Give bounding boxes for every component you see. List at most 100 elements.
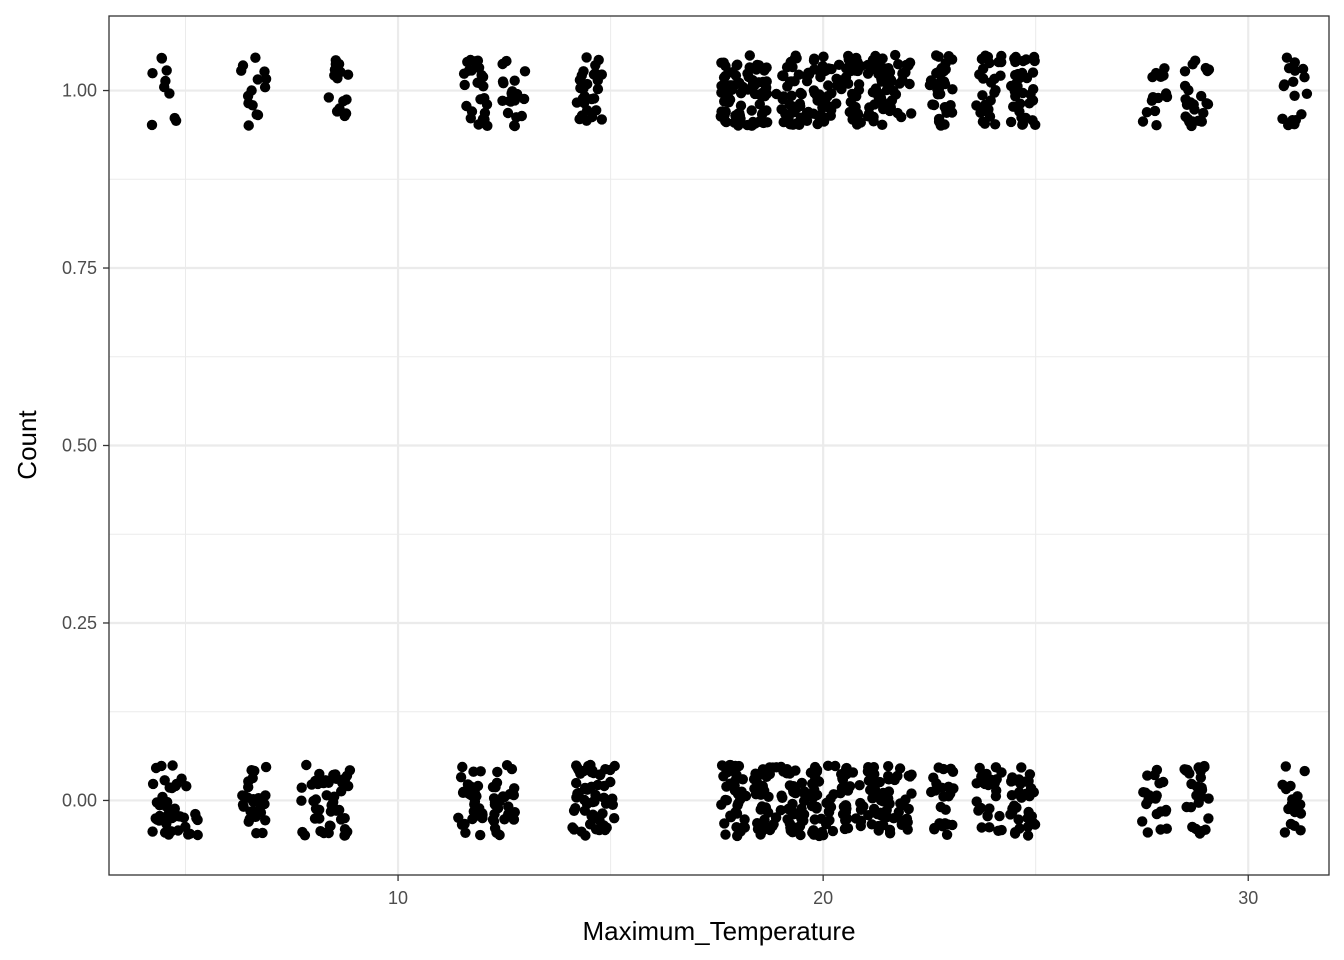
data-point bbox=[475, 766, 486, 777]
data-point bbox=[721, 795, 732, 806]
data-point bbox=[251, 109, 262, 120]
data-point bbox=[1027, 115, 1038, 126]
data-point bbox=[306, 779, 317, 790]
data-point bbox=[716, 760, 728, 771]
data-point bbox=[497, 95, 508, 107]
data-point bbox=[592, 75, 603, 86]
data-point bbox=[1278, 80, 1290, 92]
data-point bbox=[1022, 830, 1034, 841]
data-point bbox=[598, 792, 610, 803]
data-point bbox=[743, 71, 754, 83]
data-point bbox=[929, 822, 940, 834]
data-point bbox=[837, 774, 849, 785]
data-point bbox=[1277, 113, 1288, 125]
data-points bbox=[146, 49, 1313, 842]
data-point bbox=[890, 49, 901, 61]
data-point bbox=[895, 798, 906, 809]
data-point bbox=[492, 766, 503, 778]
data-point bbox=[332, 73, 343, 84]
data-point bbox=[1196, 116, 1208, 127]
data-point bbox=[192, 814, 203, 826]
data-point bbox=[1295, 799, 1306, 810]
data-point bbox=[811, 801, 822, 813]
data-point bbox=[192, 829, 203, 841]
data-point bbox=[1285, 780, 1296, 792]
data-point bbox=[801, 107, 813, 119]
data-point bbox=[742, 119, 753, 131]
data-point bbox=[251, 828, 262, 839]
data-point bbox=[1301, 88, 1313, 100]
data-point bbox=[874, 776, 885, 788]
data-point bbox=[473, 119, 484, 130]
y-tick-label: 0.75 bbox=[62, 258, 97, 278]
data-point bbox=[153, 815, 165, 826]
data-point bbox=[822, 760, 834, 771]
data-point bbox=[581, 52, 592, 63]
data-point bbox=[1137, 116, 1149, 127]
data-point bbox=[893, 58, 904, 70]
data-point bbox=[1154, 778, 1165, 789]
data-point bbox=[146, 119, 158, 131]
data-point bbox=[1187, 59, 1198, 70]
data-point bbox=[778, 116, 789, 128]
data-point bbox=[1289, 90, 1300, 102]
data-point bbox=[592, 779, 603, 791]
data-point bbox=[575, 82, 586, 94]
data-point bbox=[334, 103, 345, 114]
data-point bbox=[971, 796, 982, 807]
data-point bbox=[853, 79, 865, 90]
data-point bbox=[855, 816, 867, 827]
data-point bbox=[945, 100, 956, 111]
data-point bbox=[1277, 779, 1288, 790]
data-point bbox=[253, 793, 264, 804]
data-point bbox=[1182, 113, 1194, 125]
x-tick-label: 10 bbox=[388, 888, 408, 908]
data-point bbox=[479, 107, 491, 119]
data-point bbox=[1006, 790, 1018, 801]
data-point bbox=[260, 761, 272, 773]
data-point bbox=[1149, 769, 1160, 781]
data-point bbox=[1288, 76, 1299, 88]
data-point bbox=[457, 761, 468, 773]
data-point bbox=[883, 761, 894, 772]
data-point bbox=[719, 818, 730, 829]
data-point bbox=[238, 801, 249, 812]
data-point bbox=[931, 50, 942, 61]
data-point bbox=[995, 70, 1006, 81]
data-point bbox=[181, 781, 192, 792]
data-point bbox=[159, 775, 170, 786]
data-point bbox=[761, 88, 772, 100]
data-point bbox=[456, 819, 468, 830]
data-point bbox=[592, 83, 604, 95]
data-point bbox=[881, 84, 893, 96]
data-point bbox=[236, 65, 247, 76]
data-point bbox=[935, 120, 947, 131]
data-point bbox=[336, 786, 347, 797]
data-point bbox=[850, 53, 861, 65]
data-point bbox=[330, 769, 341, 780]
data-point bbox=[509, 120, 520, 131]
data-point bbox=[328, 797, 339, 808]
data-point bbox=[501, 760, 513, 771]
data-point bbox=[492, 803, 504, 814]
data-point bbox=[842, 785, 854, 796]
data-point bbox=[1200, 824, 1211, 835]
data-point bbox=[925, 75, 937, 86]
data-point bbox=[776, 104, 787, 115]
data-point bbox=[731, 808, 743, 819]
data-point bbox=[939, 78, 951, 90]
data-point bbox=[796, 777, 808, 789]
data-point bbox=[928, 772, 939, 783]
data-point bbox=[1297, 63, 1309, 75]
data-point bbox=[314, 804, 325, 815]
data-point bbox=[894, 763, 906, 774]
data-point bbox=[795, 829, 806, 841]
data-point bbox=[781, 768, 793, 779]
data-point bbox=[993, 56, 1004, 68]
data-point bbox=[1299, 765, 1310, 777]
data-point bbox=[458, 68, 470, 79]
data-point bbox=[511, 112, 522, 123]
data-point bbox=[590, 60, 601, 71]
data-point bbox=[788, 809, 799, 820]
data-point bbox=[1181, 801, 1192, 813]
